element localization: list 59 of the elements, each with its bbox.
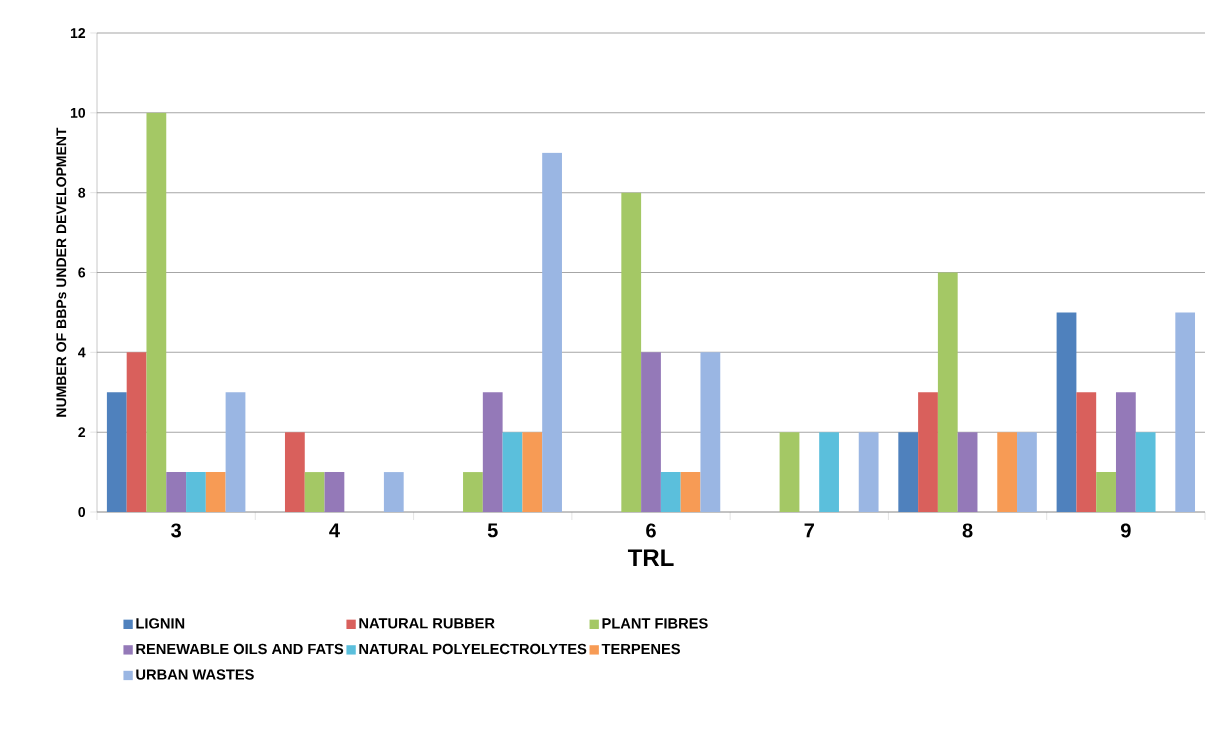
bar (284, 432, 305, 512)
y-tick-label: 4 (78, 347, 86, 358)
bar (680, 472, 701, 512)
bar (621, 192, 642, 512)
bar (898, 432, 919, 512)
bar (166, 472, 187, 512)
bar (957, 432, 978, 512)
bar (819, 432, 839, 512)
bar (1115, 392, 1136, 512)
x-tick-label: 5 (487, 523, 498, 538)
y-tick-label: 2 (78, 427, 86, 438)
legend-label: URBAN WASTES (136, 669, 254, 680)
y-tick-label: 10 (70, 107, 86, 118)
x-axis-title: TRL (627, 549, 674, 566)
bar (383, 472, 404, 512)
bar (1076, 392, 1097, 512)
y-tick-label: 6 (78, 267, 86, 278)
bar (463, 472, 483, 512)
bar (918, 392, 938, 512)
x-tick-label: 6 (646, 523, 656, 538)
y-tick-label: 8 (78, 187, 86, 198)
legend-label: NATURAL RUBBER (359, 618, 495, 629)
bar (660, 472, 681, 512)
bar (205, 472, 226, 512)
x-tick-label: 9 (1120, 523, 1131, 538)
bar (324, 472, 345, 512)
y-axis-title: NUMBER OF BBPs UNDER DEVELOPMENT (56, 127, 67, 417)
bar (641, 352, 661, 512)
x-tick-label: 3 (171, 523, 181, 538)
legend-label: LIGNIN (136, 618, 185, 629)
bar (1056, 312, 1077, 512)
bar (146, 112, 167, 512)
bar (186, 472, 206, 512)
bar (779, 432, 800, 512)
bar (106, 392, 127, 512)
bar (542, 152, 562, 512)
bar (1135, 432, 1156, 512)
bar (482, 392, 503, 512)
bar (304, 472, 325, 512)
bar (1096, 472, 1116, 512)
bar (700, 352, 721, 512)
x-tick-label: 7 (804, 523, 814, 538)
legend-label: TERPENES (601, 643, 681, 655)
bar (126, 352, 147, 512)
bar (997, 432, 1018, 512)
bar (1175, 312, 1196, 512)
y-tick-label: 0 (78, 507, 86, 517)
legend-label: NATURAL POLYELECTROLYTES (359, 643, 587, 655)
y-tick-label: 12 (70, 28, 86, 38)
bar (225, 392, 246, 512)
bar (1017, 432, 1037, 512)
x-tick-label: 8 (962, 523, 973, 538)
legend-label: RENEWABLE OILS AND FATS (136, 643, 344, 655)
legend-label: PLANT FIBRES (602, 618, 708, 629)
x-tick-label: 4 (329, 523, 340, 538)
bar (858, 432, 879, 512)
bar (937, 272, 958, 512)
bar (502, 432, 523, 512)
bar (522, 432, 543, 512)
